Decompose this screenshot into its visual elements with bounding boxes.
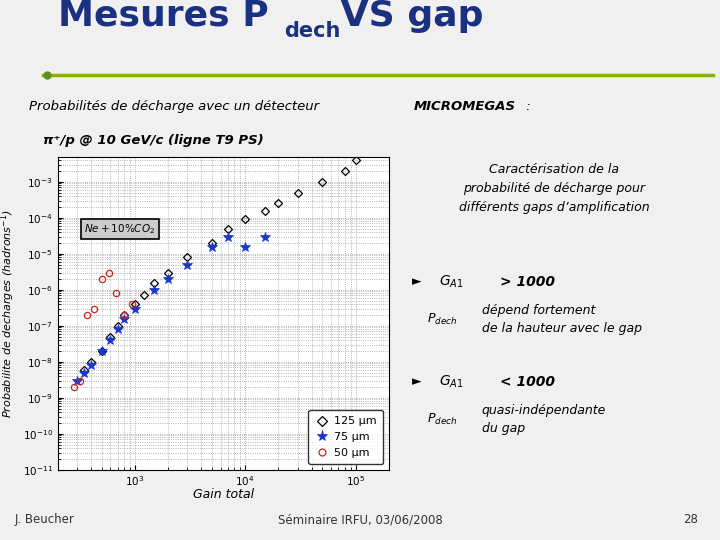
Text: Gain total: Gain total	[193, 488, 253, 501]
Legend: 125 μm, 75 μm, 50 μm: 125 μm, 75 μm, 50 μm	[308, 410, 383, 464]
Text: < 1000: < 1000	[500, 375, 555, 389]
Y-axis label: Probabilite de decharges (hadrons$^{-1}$): Probabilite de decharges (hadrons$^{-1}$…	[0, 209, 17, 417]
Text: $P_{dech}$: $P_{dech}$	[428, 312, 458, 327]
Text: π⁺/p @ 10 GeV/c (ligne T9 PS): π⁺/p @ 10 GeV/c (ligne T9 PS)	[43, 134, 264, 147]
Text: Mesures P: Mesures P	[58, 0, 269, 33]
Text: Séminaire IRFU, 03/06/2008: Séminaire IRFU, 03/06/2008	[278, 513, 442, 526]
Text: 28: 28	[683, 513, 698, 526]
Text: Caractérisation de la
probabilité de décharge pour
différents gaps d’amplificati: Caractérisation de la probabilité de déc…	[459, 163, 649, 214]
Text: $P_{dech}$: $P_{dech}$	[428, 412, 458, 427]
Text: $G_{A1}$: $G_{A1}$	[439, 274, 464, 290]
Text: $G_{A1}$: $G_{A1}$	[439, 374, 464, 390]
Text: ►: ►	[413, 376, 422, 389]
Text: dech: dech	[284, 21, 341, 40]
Text: ►: ►	[413, 275, 422, 288]
Text: Probabilités de décharge avec un détecteur: Probabilités de décharge avec un détecte…	[29, 100, 323, 113]
Text: :: :	[522, 100, 531, 113]
Text: MICROMEGAS: MICROMEGAS	[414, 100, 516, 113]
Text: > 1000: > 1000	[500, 275, 555, 289]
Text: dépend fortement
de la hauteur avec le gap: dépend fortement de la hauteur avec le g…	[482, 304, 642, 335]
Text: J. Beucher: J. Beucher	[14, 513, 74, 526]
Text: quasi-indépendante
du gap: quasi-indépendante du gap	[482, 404, 606, 435]
Text: $Ne+10\%CO_2$: $Ne+10\%CO_2$	[84, 222, 156, 235]
Text: VS gap: VS gap	[328, 0, 483, 33]
